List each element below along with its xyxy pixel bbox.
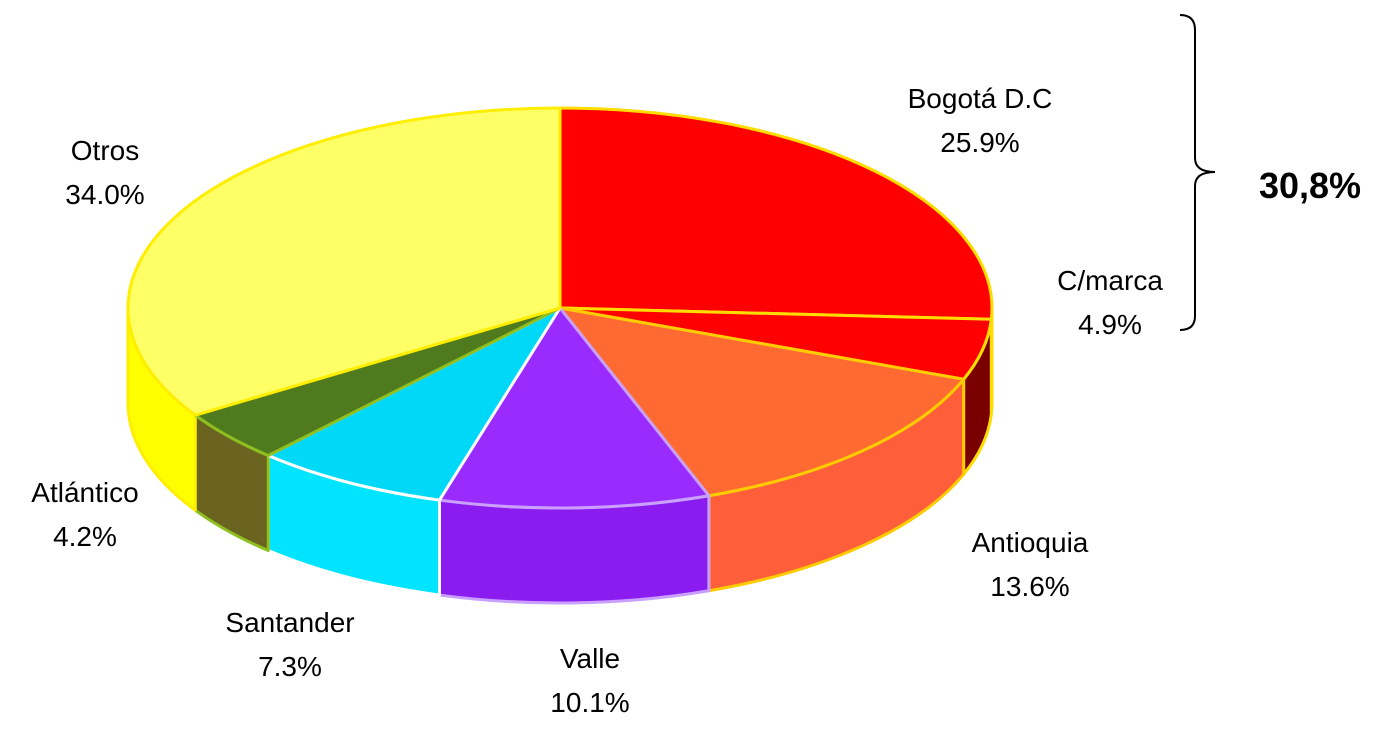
slice-label: Bogotá D.C [908,83,1053,114]
value-label: 10.1% [550,687,629,718]
slice [126,106,562,417]
annotation: 30,8% [1259,165,1361,206]
value-label: 25.9% [940,127,1019,158]
slice-label: Otros [71,135,139,166]
bracket [1179,14,1216,331]
slice [437,306,711,510]
slice [558,106,994,321]
slice-label: Santander [225,607,354,638]
slice [266,306,562,502]
value-label: 34.0% [65,179,144,210]
slice-label: C/marca [1057,265,1163,296]
slice-label: Antioquia [972,527,1089,558]
value-label: 13.6% [990,571,1069,602]
slice-side [437,494,711,605]
value-label: 4.2% [53,521,117,552]
value-label: 7.3% [258,651,322,682]
slice-label: Valle [560,643,620,674]
slice [558,306,966,498]
value-label: 4.9% [1078,309,1142,340]
slice-label: Atlántico [31,477,138,508]
